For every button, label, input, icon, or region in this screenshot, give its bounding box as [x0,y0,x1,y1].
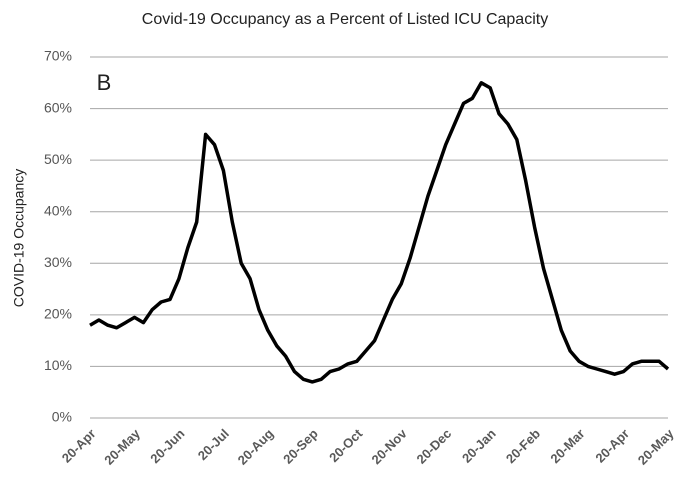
y-tick-label: 20% [44,306,72,322]
y-tick-label: 40% [44,202,72,218]
x-tick-label: 20-Apr [59,426,99,466]
panel-label: B [97,70,112,95]
x-tick-label: 20-Sep [280,426,321,467]
x-tick-label: 20-Jun [147,426,187,466]
x-tick-label: 20-May [635,425,677,467]
x-tick-label: 20-Jan [459,426,499,466]
x-tick-label: 20-Dec [413,426,454,467]
x-tick-label: 20-Nov [369,425,411,467]
y-tick-label: 50% [44,151,72,167]
x-tick-label: 20-Apr [592,426,632,466]
x-tick-label: 20-Oct [326,425,366,465]
x-tick-label: 20-Aug [235,426,277,468]
chart-title: Covid-19 Occupancy as a Percent of Liste… [142,11,548,28]
x-tick-label: 20-Mar [547,426,587,466]
y-tick-label: 10% [44,357,72,373]
x-tick-label: 20-Feb [503,426,543,466]
y-tick-label: 60% [44,99,72,115]
y-tick-label: 0% [52,409,72,425]
x-tick-label: 20-Jul [195,426,232,463]
y-tick-label: 30% [44,254,72,270]
line-series [89,81,670,384]
x-tick-label: 20-May [101,425,143,467]
y-tick-label: 70% [44,48,72,64]
y-axis-label: COVID-19 Occupancy [11,169,27,308]
